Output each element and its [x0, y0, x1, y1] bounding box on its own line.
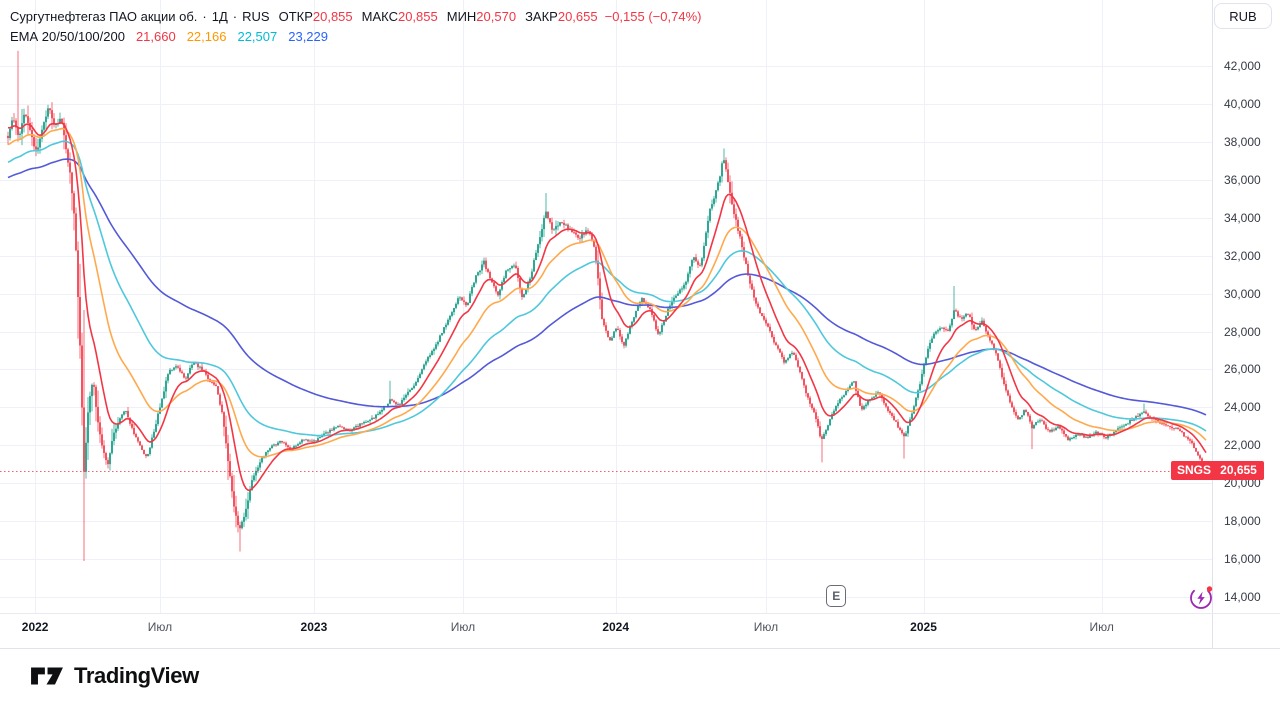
tradingview-logo-icon	[31, 667, 63, 685]
time-axis-label: Июл	[753, 620, 779, 634]
notification-dot	[1206, 586, 1213, 592]
price-axis-label: 32,000	[1224, 248, 1261, 263]
exchange-label: RUS	[242, 8, 270, 24]
time-axis-label: Июл	[1089, 620, 1114, 634]
ticker-price-flag: SNGS	[1171, 461, 1218, 481]
interval-label[interactable]: 1Д	[211, 8, 228, 24]
candlestick-chart-canvas[interactable]	[0, 0, 1280, 649]
symbol-title[interactable]: Сургутнефтегаз ПАО акции об.	[10, 8, 198, 24]
price-axis-label: 22,000	[1224, 438, 1261, 453]
currency-button[interactable]: RUB	[1214, 3, 1272, 29]
symbol-row: Сургутнефтегаз ПАО акции об. · 1Д · RUS …	[10, 6, 701, 26]
tradingview-logo[interactable]: TradingView	[30, 663, 199, 689]
time-axis-label: Июл	[147, 620, 173, 634]
time-axis-label: 2023	[300, 620, 328, 634]
ema50-value: 22,166	[186, 28, 227, 44]
price-axis-label: 28,000	[1224, 324, 1261, 339]
time-axis-label: 2022	[21, 620, 49, 634]
ema100-value: 22,507	[237, 28, 278, 44]
ema20-value: 21,660	[135, 28, 176, 44]
price-axis-label: 26,000	[1224, 362, 1261, 377]
axis-separator-vertical	[1212, 0, 1213, 649]
ohlc-high: МАКС20,855	[361, 8, 438, 24]
flash-boost-icon[interactable]	[1188, 583, 1215, 611]
earnings-marker[interactable]: E	[826, 585, 847, 607]
price-axis-label: 34,000	[1224, 210, 1261, 225]
price-axis-label: 42,000	[1224, 59, 1261, 73]
time-axis-label: 2024	[602, 620, 630, 634]
price-axis-label: 24,000	[1224, 400, 1261, 415]
chart-bottom-border	[0, 648, 1280, 649]
ema200-value: 23,229	[288, 28, 328, 44]
footer: TradingView	[0, 649, 1280, 709]
separator-dot: ·	[232, 8, 238, 24]
ema-indicator-label[interactable]: EMA 20/50/100/200	[10, 28, 125, 44]
ohlc-open: ОТКР20,855	[278, 8, 353, 24]
time-axis-label: Июл	[450, 620, 476, 634]
tradingview-logo-text: TradingView	[74, 663, 199, 688]
ohlc-close: ЗАКР20,655	[525, 8, 598, 24]
price-axis-label: 36,000	[1224, 172, 1261, 187]
last-price-label: 20,655	[1213, 461, 1264, 481]
chart-container: Сургутнефтегаз ПАО акции об. · 1Д · RUS …	[0, 0, 1280, 649]
price-axis-label: 14,000	[1224, 590, 1261, 604]
axis-separator-horizontal	[0, 613, 1280, 614]
time-axis-label: 2025	[910, 620, 937, 634]
price-axis-label: 40,000	[1224, 96, 1261, 111]
price-axis-label: 30,000	[1224, 286, 1261, 301]
price-axis-label: 16,000	[1224, 552, 1261, 567]
price-change: −0,155 (−0,74%)	[604, 8, 702, 24]
separator-dot: ·	[202, 8, 207, 24]
ema-row: EMA 20/50/100/200 21,660 22,166 22,507 2…	[10, 26, 701, 46]
ohlc-low: МИН20,570	[446, 8, 517, 24]
chart-legend: Сургутнефтегаз ПАО акции об. · 1Д · RUS …	[10, 6, 701, 46]
price-axis-label: 18,000	[1224, 514, 1261, 529]
price-axis-label: 38,000	[1224, 134, 1261, 149]
